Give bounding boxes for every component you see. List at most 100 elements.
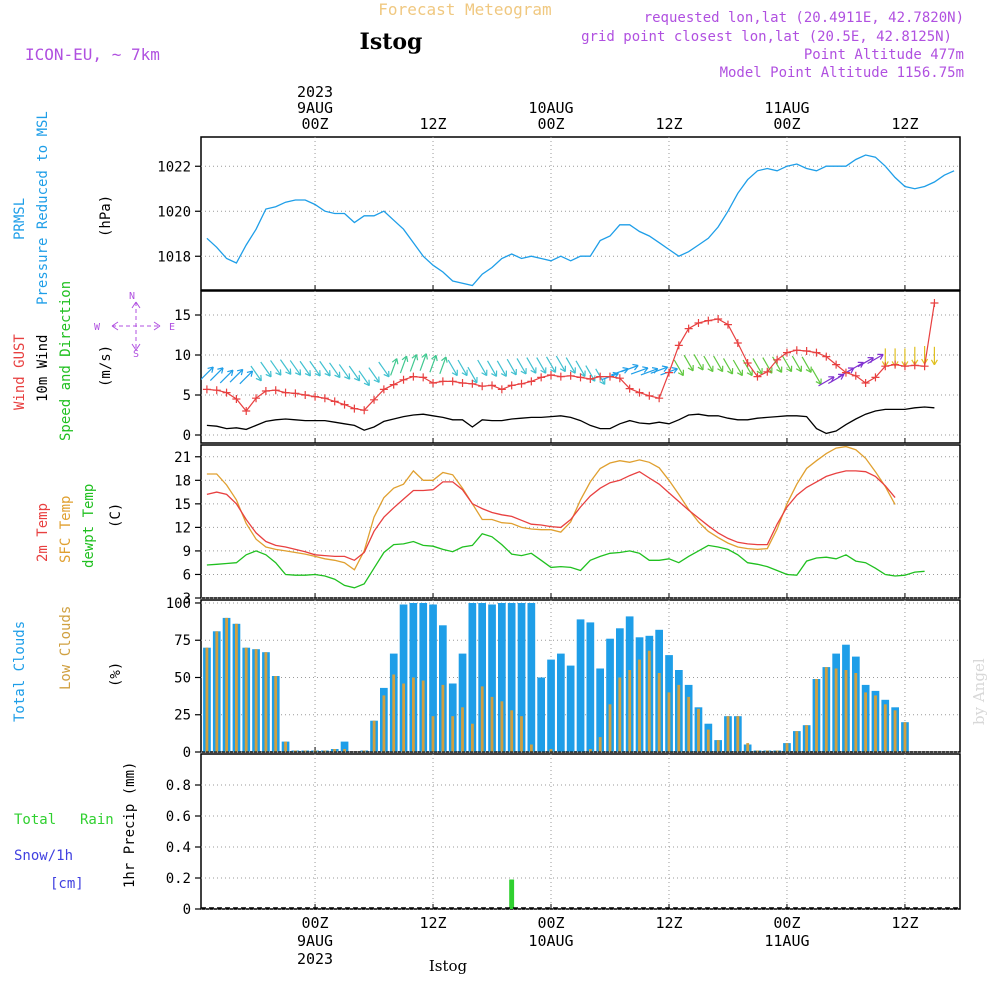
cloud-unit-label: (%)	[108, 662, 124, 687]
wind-gust-marker	[615, 374, 624, 383]
total-cloud-bar	[537, 677, 545, 752]
panel-frame	[200, 290, 961, 444]
low-cloud-bar	[638, 659, 641, 752]
wind-direction-arrow	[338, 364, 351, 380]
low-cloud-bar	[510, 710, 514, 752]
plot-area	[201, 879, 960, 909]
top-time-label: 9AUG	[297, 99, 333, 117]
wind-gust-marker	[281, 388, 290, 397]
total-cloud-bar	[419, 603, 428, 752]
wind-gust-marker	[694, 319, 703, 327]
low-cloud-bar	[824, 667, 828, 752]
chart-title: Forecast Meteogram	[378, 0, 551, 19]
low-cloud-bar	[343, 749, 346, 752]
wind-direction-arrow	[319, 360, 331, 377]
pressure-panel: 1018 1020 1022	[157, 136, 961, 291]
y-tick-label: 21	[174, 450, 191, 466]
wind-direction-arrow	[399, 355, 409, 374]
low-cloud-bar	[215, 631, 219, 752]
wind-gust-marker	[664, 368, 673, 377]
wind-direction-arrow	[250, 365, 262, 382]
top-time-label: 00Z	[537, 115, 564, 133]
low-cloud-bar	[461, 707, 464, 752]
wind-direction-arrow	[630, 366, 649, 375]
wind-gust-marker	[900, 362, 909, 371]
wind-direction-arrow	[329, 362, 341, 379]
wind-gust-marker	[655, 394, 664, 403]
wind-direction-arrow	[722, 358, 734, 375]
model-altitude: Model Point Altitude 1156.75m	[720, 65, 964, 81]
wind-gust-marker	[497, 385, 506, 394]
total-cloud-bar	[399, 604, 408, 752]
low-cloud-bar	[775, 750, 779, 752]
pressure-msl-label: Pressure Reduced to MSL	[35, 111, 51, 305]
bottom-time-label: 12Z	[419, 914, 446, 932]
pressure-series-line	[206, 154, 955, 287]
low-cloud-bar	[303, 750, 307, 752]
wind-direction-arrow	[409, 354, 419, 372]
rain-bar	[509, 879, 515, 909]
2m-temp-line	[206, 470, 896, 562]
y-tick-label: 1018	[157, 249, 191, 265]
wind-direction-arrow	[496, 360, 507, 377]
wind-gust-marker	[625, 384, 634, 393]
y-tick-label: 25	[174, 708, 191, 724]
wind-gust-marker	[350, 404, 359, 413]
low-cloud-bar	[706, 729, 710, 752]
y-tick-label: 18	[174, 473, 191, 489]
wind-gust-marker	[291, 389, 300, 398]
low-cloud-bar	[628, 670, 632, 752]
wind-gust-marker	[871, 373, 880, 382]
low-cloud-bar	[815, 679, 818, 752]
temp-sfc-label: SFC Temp	[58, 496, 74, 563]
wind-gust-marker	[399, 375, 408, 384]
total-cloud-bar	[507, 603, 516, 752]
total-cloud-bar	[557, 653, 565, 752]
total-cloud-bar	[409, 603, 418, 752]
wind-direction-arrow	[390, 358, 399, 376]
wind-gust-marker	[537, 373, 546, 382]
low-cloud-bar	[805, 725, 808, 752]
prmsl-label: PRMSL	[12, 198, 28, 240]
low-cloud-bar	[687, 696, 691, 752]
wind-direction-arrow	[693, 354, 704, 371]
total-cloud-bar	[596, 668, 604, 752]
wind-direction-arrow	[555, 355, 566, 373]
wind-direction-arrow	[703, 355, 714, 373]
temp-dewpt-label: dewpt Temp	[81, 484, 97, 568]
wind-gust-marker	[340, 400, 349, 409]
wind-direction-arrow	[229, 368, 244, 383]
wind-unit-label: (m/s)	[98, 345, 114, 387]
top-time-label: 00Z	[301, 115, 328, 133]
total-cloud-bar	[468, 603, 477, 752]
wind-gust-marker	[763, 367, 772, 376]
point-altitude: Point Altitude 477m	[804, 47, 964, 63]
wind-direction-arrow	[260, 361, 272, 378]
precip-unit-label: 1hr Precip (mm)	[122, 762, 138, 888]
wind-gust-label: Wind GUST	[12, 334, 28, 410]
wind-gust-marker	[547, 371, 556, 379]
low-cloud-bar	[382, 695, 386, 752]
bottom-time-label: 00Z	[537, 914, 564, 932]
low-cloud-bar	[490, 696, 494, 752]
bottom-time-label: 00Z	[301, 914, 328, 932]
wind-gust-marker	[822, 352, 831, 361]
low-cloud-bar	[883, 704, 887, 752]
plot-area	[206, 445, 925, 589]
wind-gust-marker	[812, 348, 821, 357]
total-cloud-bar	[586, 622, 595, 752]
wind-direction-arrow	[930, 346, 938, 366]
wind-gust-marker	[910, 361, 919, 370]
low-cloud-bar	[716, 740, 720, 752]
low-cloud-bar	[746, 743, 750, 752]
grid-location: grid point closest lon,lat (20.5E, 42.81…	[581, 29, 952, 45]
wind-gust-marker	[222, 388, 231, 397]
wind-gust-marker	[802, 347, 811, 355]
temp-side-labels: 2m Temp SFC Temp dewpt Temp (C)	[35, 484, 124, 568]
requested-location: requested lon,lat (20.4911E, 42.7820N)	[644, 10, 964, 26]
wind-gust-marker	[832, 360, 841, 369]
low-cloud-bar	[677, 684, 681, 752]
wind-gust-marker	[881, 362, 890, 371]
y-tick-label: 12	[174, 520, 191, 536]
wind-direction-arrow	[791, 355, 802, 373]
